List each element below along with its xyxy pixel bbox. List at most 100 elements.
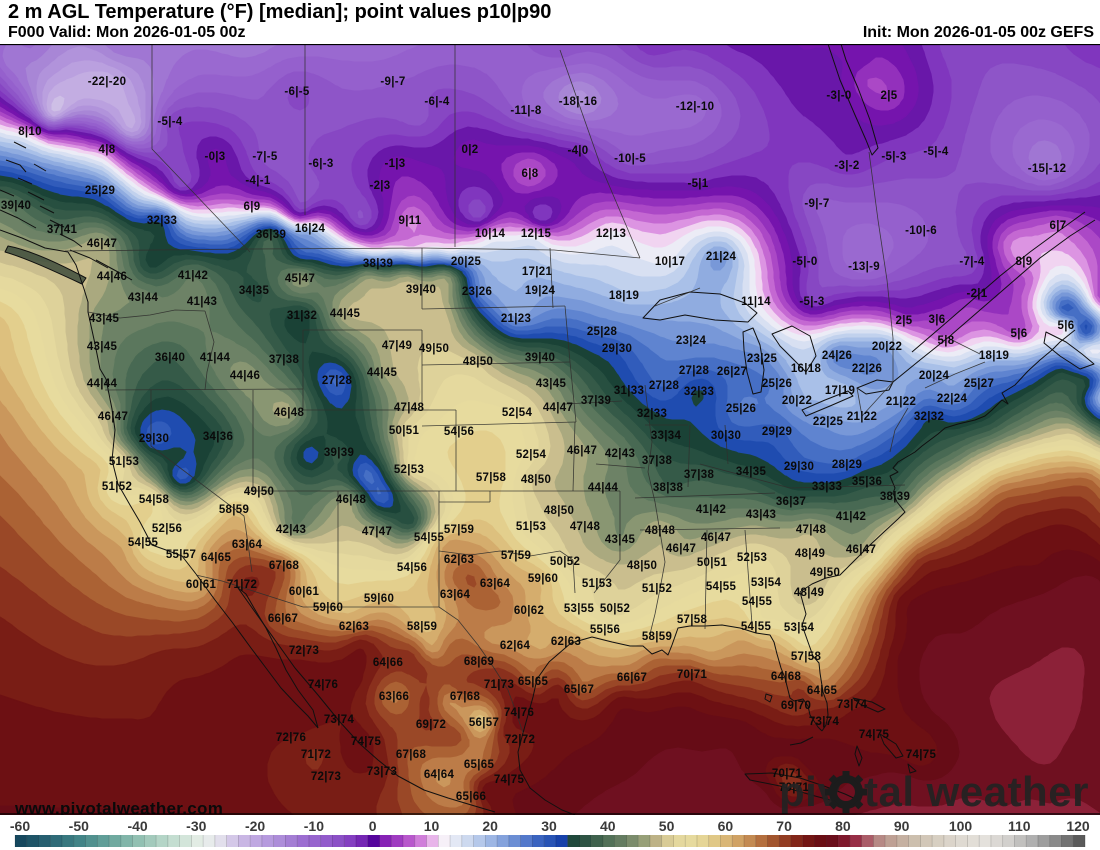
svg-text:67|68: 67|68 bbox=[450, 691, 481, 703]
svg-text:-22|-20: -22|-20 bbox=[88, 76, 127, 88]
svg-text:54|55: 54|55 bbox=[741, 621, 772, 633]
svg-text:37|38: 37|38 bbox=[642, 455, 673, 467]
svg-text:42|43: 42|43 bbox=[276, 524, 306, 536]
svg-text:48|49: 48|49 bbox=[795, 548, 825, 560]
svg-text:39|40: 39|40 bbox=[525, 352, 555, 364]
svg-text:46|47: 46|47 bbox=[846, 544, 876, 556]
svg-text:6|8: 6|8 bbox=[522, 168, 539, 180]
svg-text:16|18: 16|18 bbox=[791, 363, 822, 375]
svg-text:23|25: 23|25 bbox=[747, 353, 778, 365]
svg-text:25|27: 25|27 bbox=[964, 378, 994, 390]
svg-text:-5|-0: -5|-0 bbox=[792, 256, 817, 268]
svg-text:52|56: 52|56 bbox=[152, 523, 182, 535]
svg-text:41|44: 41|44 bbox=[200, 352, 231, 364]
svg-text:31|32: 31|32 bbox=[287, 310, 317, 322]
svg-text:29|29: 29|29 bbox=[762, 426, 792, 438]
svg-text:48|50: 48|50 bbox=[544, 505, 574, 517]
svg-text:41|43: 41|43 bbox=[187, 296, 217, 308]
svg-text:23|26: 23|26 bbox=[462, 286, 492, 298]
svg-text:-0|3: -0|3 bbox=[204, 151, 225, 163]
svg-text:65|65: 65|65 bbox=[464, 759, 495, 771]
svg-text:71|72: 71|72 bbox=[301, 749, 331, 761]
svg-text:53|54: 53|54 bbox=[751, 577, 782, 589]
svg-text:41|42: 41|42 bbox=[836, 511, 866, 523]
svg-text:43|45: 43|45 bbox=[89, 313, 120, 325]
svg-text:36|40: 36|40 bbox=[155, 352, 185, 364]
svg-text:73|73: 73|73 bbox=[367, 766, 397, 778]
svg-text:63|64: 63|64 bbox=[440, 589, 471, 601]
svg-text:54|55: 54|55 bbox=[742, 596, 773, 608]
svg-text:71|72: 71|72 bbox=[227, 579, 257, 591]
svg-text:37|38: 37|38 bbox=[684, 469, 715, 481]
svg-text:63|66: 63|66 bbox=[379, 691, 409, 703]
svg-text:51|52: 51|52 bbox=[102, 481, 132, 493]
svg-text:43|45: 43|45 bbox=[536, 378, 567, 390]
svg-text:50|52: 50|52 bbox=[600, 603, 630, 615]
svg-text:31|33: 31|33 bbox=[614, 385, 644, 397]
svg-text:67|68: 67|68 bbox=[396, 749, 427, 761]
svg-text:21|22: 21|22 bbox=[886, 396, 916, 408]
svg-text:39|40: 39|40 bbox=[406, 284, 436, 296]
svg-text:54|55: 54|55 bbox=[706, 581, 737, 593]
svg-text:54|56: 54|56 bbox=[444, 426, 474, 438]
svg-text:46|47: 46|47 bbox=[98, 411, 128, 423]
svg-text:50|52: 50|52 bbox=[550, 556, 580, 568]
svg-text:34|35: 34|35 bbox=[736, 466, 767, 478]
svg-text:25|29: 25|29 bbox=[85, 185, 115, 197]
svg-text:21|24: 21|24 bbox=[706, 251, 737, 263]
svg-text:58|59: 58|59 bbox=[642, 631, 672, 643]
svg-text:-10|-5: -10|-5 bbox=[614, 153, 646, 165]
svg-text:56|57: 56|57 bbox=[469, 717, 499, 729]
svg-text:-9|-7: -9|-7 bbox=[380, 76, 405, 88]
svg-text:22|24: 22|24 bbox=[937, 393, 968, 405]
svg-text:69|72: 69|72 bbox=[416, 719, 446, 731]
svg-text:10|17: 10|17 bbox=[655, 256, 685, 268]
svg-text:17|19: 17|19 bbox=[825, 385, 855, 397]
svg-text:58|59: 58|59 bbox=[219, 504, 249, 516]
svg-text:32|33: 32|33 bbox=[637, 408, 667, 420]
svg-text:11|14: 11|14 bbox=[741, 296, 771, 308]
svg-text:38|38: 38|38 bbox=[653, 482, 684, 494]
svg-text:17|21: 17|21 bbox=[522, 266, 553, 278]
svg-text:44|46: 44|46 bbox=[97, 271, 127, 283]
svg-text:28|29: 28|29 bbox=[832, 459, 862, 471]
svg-text:51|52: 51|52 bbox=[642, 583, 672, 595]
svg-text:20|22: 20|22 bbox=[782, 395, 812, 407]
svg-text:36|37: 36|37 bbox=[776, 496, 806, 508]
svg-text:41|42: 41|42 bbox=[696, 504, 726, 516]
svg-text:-4|0: -4|0 bbox=[567, 145, 588, 157]
svg-text:62|63: 62|63 bbox=[444, 554, 474, 566]
svg-text:54|56: 54|56 bbox=[397, 562, 427, 574]
svg-text:52|53: 52|53 bbox=[737, 552, 767, 564]
svg-text:64|66: 64|66 bbox=[373, 657, 403, 669]
svg-text:0|2: 0|2 bbox=[462, 144, 479, 156]
svg-text:32|32: 32|32 bbox=[914, 411, 944, 423]
svg-text:34|35: 34|35 bbox=[239, 285, 270, 297]
svg-text:6|9: 6|9 bbox=[244, 201, 261, 213]
svg-text:16|24: 16|24 bbox=[295, 223, 326, 235]
svg-text:-7|-4: -7|-4 bbox=[959, 256, 984, 268]
svg-text:37|38: 37|38 bbox=[269, 354, 300, 366]
svg-text:53|55: 53|55 bbox=[564, 603, 595, 615]
svg-text:47|48: 47|48 bbox=[796, 524, 827, 536]
svg-text:55|56: 55|56 bbox=[590, 624, 620, 636]
svg-text:5|6: 5|6 bbox=[1011, 328, 1028, 340]
svg-text:65|65: 65|65 bbox=[518, 676, 549, 688]
svg-text:-5|-3: -5|-3 bbox=[881, 151, 906, 163]
svg-text:2|5: 2|5 bbox=[896, 315, 913, 327]
svg-text:74|75: 74|75 bbox=[906, 749, 937, 761]
svg-text:71|73: 71|73 bbox=[484, 679, 514, 691]
svg-text:49|50: 49|50 bbox=[810, 567, 840, 579]
svg-text:64|65: 64|65 bbox=[807, 685, 838, 697]
svg-text:69|70: 69|70 bbox=[781, 700, 811, 712]
svg-text:2|5: 2|5 bbox=[881, 90, 898, 102]
svg-text:29|30: 29|30 bbox=[784, 461, 814, 473]
svg-text:52|54: 52|54 bbox=[516, 449, 547, 461]
svg-text:70|71: 70|71 bbox=[779, 782, 810, 794]
svg-text:-4|-1: -4|-1 bbox=[245, 175, 270, 187]
svg-text:8|9: 8|9 bbox=[1016, 256, 1033, 268]
svg-text:73|74: 73|74 bbox=[809, 716, 840, 728]
svg-text:-15|-12: -15|-12 bbox=[1028, 163, 1067, 175]
svg-text:68|69: 68|69 bbox=[464, 656, 494, 668]
svg-text:54|55: 54|55 bbox=[128, 537, 159, 549]
